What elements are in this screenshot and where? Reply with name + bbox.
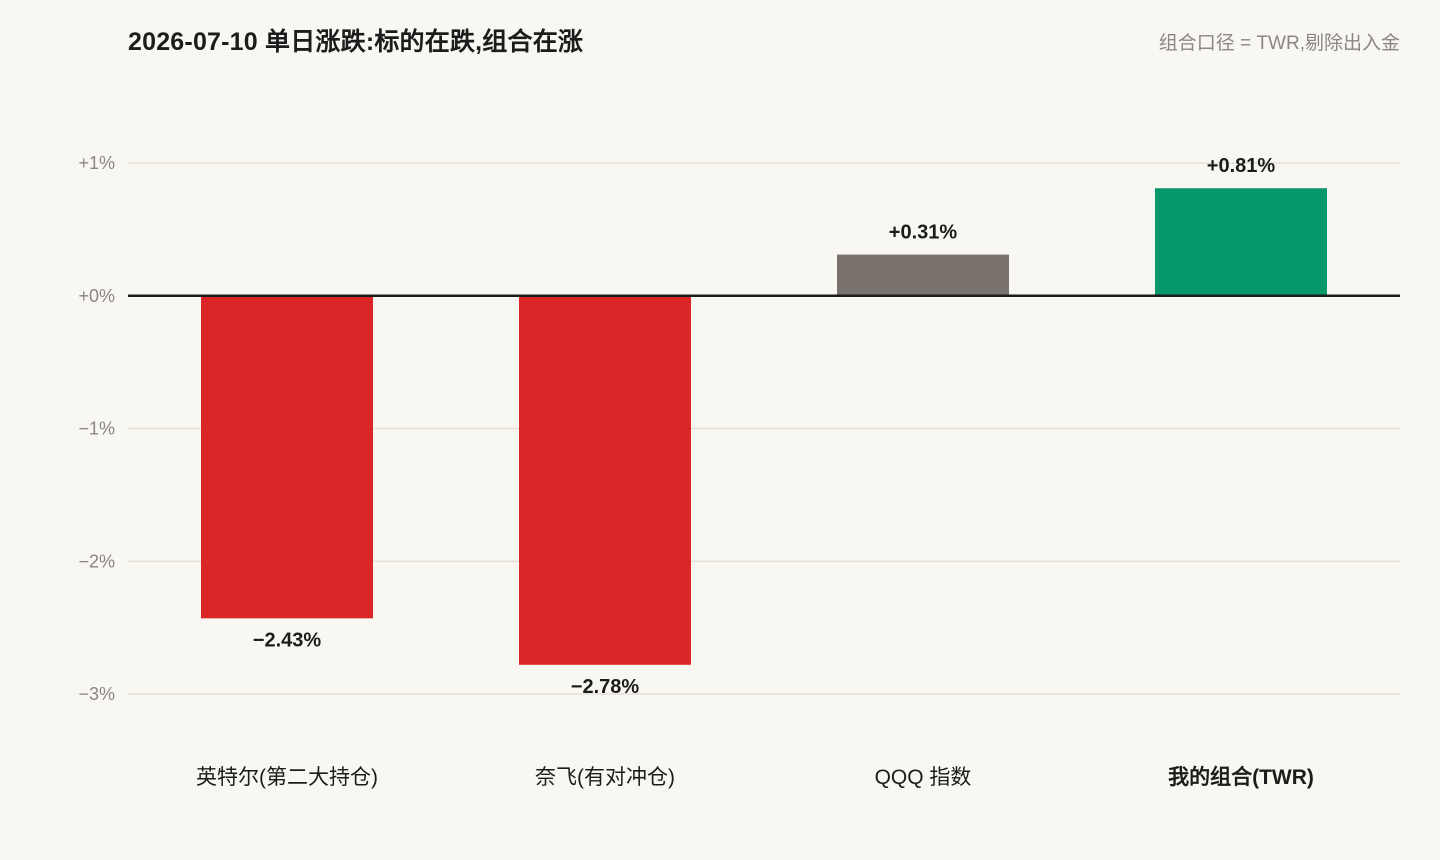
y-tick-label: +0% [78, 286, 115, 306]
bar-value-label: −2.78% [571, 676, 640, 698]
bar [519, 295, 691, 665]
category-label: 英特尔(第二大持仓) [196, 766, 378, 789]
bar [1155, 188, 1327, 296]
category-label: QQQ 指数 [875, 766, 972, 789]
bar-value-label: +0.31% [889, 222, 958, 244]
bar-value-label: +0.81% [1207, 155, 1276, 177]
bar [201, 295, 373, 619]
y-tick-label: −1% [78, 419, 115, 439]
y-tick-label: −2% [78, 551, 115, 571]
y-tick-label: −3% [78, 684, 115, 704]
category-label: 我的组合(TWR) [1168, 765, 1314, 789]
bar-value-label: −2.43% [253, 629, 322, 651]
bar [837, 254, 1009, 296]
category-label: 奈飞(有对冲仓) [535, 766, 675, 789]
chart-title: 2026-07-10 单日涨跌:标的在跌,组合在涨 [128, 28, 584, 56]
y-tick-label: +1% [78, 153, 115, 173]
chart-subtitle: 组合口径 = TWR,剔除出入金 [1158, 33, 1400, 54]
